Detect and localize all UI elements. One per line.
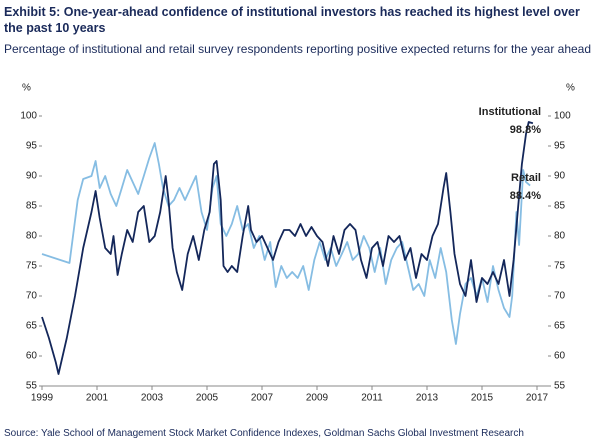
- end-value-label: 98.8%: [510, 124, 541, 136]
- y2-axis-label: %: [566, 83, 575, 94]
- y2-tick-label: 85: [554, 201, 566, 212]
- y2-tick-label: 90: [554, 171, 566, 182]
- y2-tick-label: 70: [554, 291, 566, 302]
- y2-tick-label: 75: [554, 261, 566, 272]
- y-axis-label: %: [22, 83, 31, 94]
- chart-title: Exhibit 5: One-year-ahead confidence of …: [4, 5, 580, 35]
- x-tick-label: 2001: [86, 393, 109, 404]
- x-tick-label: 2003: [141, 393, 164, 404]
- y2-tick-label: 65: [554, 321, 566, 332]
- y2-tick-label: 60: [554, 351, 566, 362]
- y2-tick-label: 55: [554, 381, 566, 392]
- series-line: [41, 142, 531, 345]
- y-tick-label: 60: [26, 351, 38, 362]
- y-tick-label: 95: [26, 141, 38, 152]
- y-tick-label: 65: [26, 321, 38, 332]
- x-tick-label: 2005: [196, 393, 219, 404]
- chart-subtitle: Percentage of institutional and retail s…: [4, 42, 592, 56]
- x-tick-label: 2013: [416, 393, 439, 404]
- x-tick-label: 2017: [526, 393, 549, 404]
- y-tick-label: 70: [26, 291, 38, 302]
- y-tick-label: 55: [26, 381, 38, 392]
- y2-tick-label: 80: [554, 231, 566, 242]
- y2-tick-label: 95: [554, 141, 566, 152]
- series-name: Institutional: [479, 106, 541, 118]
- x-tick-label: 2009: [306, 393, 329, 404]
- x-tick-label: 2015: [471, 393, 494, 404]
- series-line: [41, 121, 534, 375]
- x-tick-label: 1999: [31, 393, 54, 404]
- series-name: Retail: [511, 172, 541, 184]
- source-note: Source: Yale School of Management Stock …: [4, 428, 524, 439]
- y2-tick-label: 100: [554, 111, 571, 122]
- y-tick-label: 85: [26, 201, 38, 212]
- x-tick-label: 2007: [251, 393, 274, 404]
- y-tick-label: 100: [20, 111, 37, 122]
- end-value-label: 88.4%: [510, 190, 541, 202]
- y-tick-label: 90: [26, 171, 38, 182]
- x-tick-label: 2011: [361, 393, 383, 404]
- y-tick-label: 80: [26, 231, 38, 242]
- y-tick-label: 75: [26, 261, 38, 272]
